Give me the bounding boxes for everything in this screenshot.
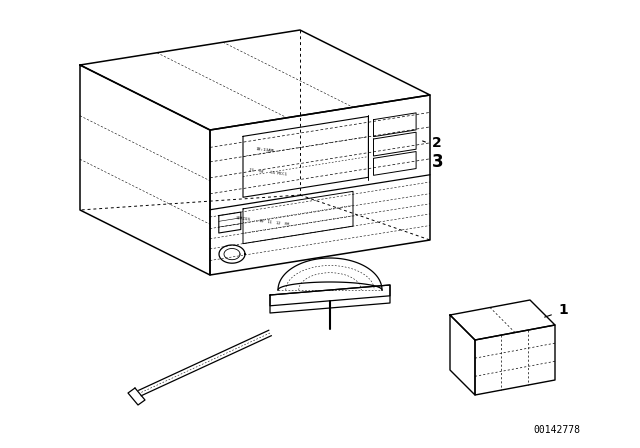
Text: 21  34   55 MCC1: 21 34 55 MCC1 (249, 168, 287, 176)
Text: SIRIUS: SIRIUS (236, 216, 252, 222)
Text: 10  11  12  FM: 10 11 12 FM (259, 219, 289, 227)
Text: 10:13AM: 10:13AM (255, 147, 275, 154)
Text: 00142778: 00142778 (533, 425, 580, 435)
Text: 3: 3 (432, 153, 444, 171)
Text: 2: 2 (432, 136, 442, 150)
Text: 1: 1 (558, 303, 568, 317)
